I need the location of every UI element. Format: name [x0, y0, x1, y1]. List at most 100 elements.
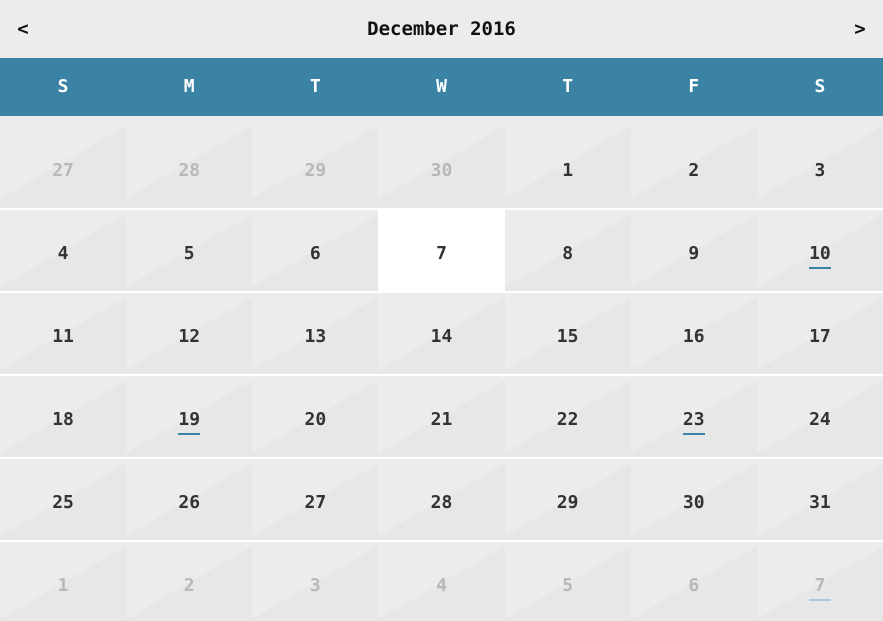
- day-number: 3: [309, 575, 321, 596]
- day-grid: 27 28 29 30 1 2 3 4 5 6 7 8 9 10 11 12 13 14 15 16 17 18 19 20 2…: [0, 116, 883, 621]
- day-cell[interactable]: 24: [756, 376, 883, 457]
- day-number: 8: [562, 243, 574, 264]
- week-row: 18 19 20 21 22 23 24: [0, 376, 883, 459]
- day-cell-today[interactable]: 7: [378, 210, 505, 291]
- day-number: 31: [809, 492, 831, 513]
- day-number: 25: [52, 492, 74, 513]
- day-cell[interactable]: 18: [0, 376, 127, 457]
- day-number: 19: [178, 409, 201, 430]
- day-number: 13: [304, 326, 327, 347]
- event-indicator: [682, 433, 705, 435]
- day-cell[interactable]: 3: [756, 116, 883, 208]
- day-number: 1: [57, 575, 69, 596]
- day-cell-other-month[interactable]: 7: [756, 542, 883, 621]
- day-number: 2: [688, 160, 700, 181]
- day-number: 4: [57, 243, 69, 264]
- day-cell[interactable]: 20: [252, 376, 379, 457]
- day-cell[interactable]: 14: [378, 293, 505, 374]
- day-number: 28: [430, 492, 453, 513]
- day-cell-other-month[interactable]: 1: [0, 542, 127, 621]
- weekday-tuesday: T: [309, 76, 321, 97]
- day-cell-other-month[interactable]: 30: [378, 116, 505, 208]
- day-cell-other-month[interactable]: 2: [126, 542, 253, 621]
- day-cell[interactable]: 15: [504, 293, 631, 374]
- day-cell[interactable]: 13: [252, 293, 379, 374]
- day-number: 1: [562, 160, 574, 181]
- day-number: 21: [430, 409, 453, 430]
- weekday-header-row: S M T W T F S: [0, 58, 883, 116]
- day-cell-other-month[interactable]: 29: [252, 116, 379, 208]
- event-indicator: [808, 599, 831, 601]
- day-cell[interactable]: 25: [0, 459, 127, 540]
- day-cell[interactable]: 11: [0, 293, 127, 374]
- day-cell[interactable]: 19: [126, 376, 253, 457]
- day-number: 20: [304, 409, 327, 430]
- day-number: 11: [52, 326, 74, 347]
- day-cell[interactable]: 4: [0, 210, 127, 291]
- day-cell[interactable]: 17: [756, 293, 883, 374]
- day-number: 12: [178, 326, 201, 347]
- day-cell[interactable]: 27: [252, 459, 379, 540]
- day-cell[interactable]: 22: [504, 376, 631, 457]
- weekday-wednesday: W: [436, 76, 447, 97]
- day-number: 9: [688, 243, 700, 264]
- weekday-sunday: S: [57, 76, 69, 97]
- day-cell[interactable]: 16: [630, 293, 757, 374]
- day-number: 14: [430, 326, 453, 347]
- day-number: 16: [682, 326, 705, 347]
- day-number: 26: [178, 492, 201, 513]
- month-title: December 2016: [367, 18, 516, 40]
- day-number: 23: [682, 409, 705, 430]
- day-cell[interactable]: 29: [504, 459, 631, 540]
- day-cell[interactable]: 2: [630, 116, 757, 208]
- day-number: 5: [562, 575, 574, 596]
- day-number: 28: [178, 160, 201, 181]
- weekday-saturday: S: [814, 76, 826, 97]
- day-cell[interactable]: 9: [630, 210, 757, 291]
- day-number: 17: [809, 326, 831, 347]
- calendar-header: < December 2016 >: [0, 0, 883, 58]
- day-number: 10: [809, 243, 831, 264]
- day-cell[interactable]: 10: [756, 210, 883, 291]
- day-number: 18: [52, 409, 74, 430]
- event-indicator: [808, 267, 831, 269]
- weekday-thursday: T: [562, 76, 574, 97]
- day-number: 30: [682, 492, 705, 513]
- day-number: 29: [304, 160, 327, 181]
- weekday-friday: F: [688, 76, 700, 97]
- previous-month-button[interactable]: <: [17, 18, 29, 40]
- weekday-monday: M: [183, 76, 195, 97]
- day-cell[interactable]: 30: [630, 459, 757, 540]
- next-month-button[interactable]: >: [854, 18, 866, 40]
- day-cell-other-month[interactable]: 27: [0, 116, 127, 208]
- week-row: 4 5 6 7 8 9 10: [0, 210, 883, 293]
- day-cell-other-month[interactable]: 6: [630, 542, 757, 621]
- day-cell[interactable]: 23: [630, 376, 757, 457]
- day-cell[interactable]: 12: [126, 293, 253, 374]
- day-number: 6: [688, 575, 700, 596]
- day-number: 2: [183, 575, 195, 596]
- event-indicator: [178, 433, 201, 435]
- day-number: 29: [556, 492, 579, 513]
- day-cell-other-month[interactable]: 28: [126, 116, 253, 208]
- day-number: 4: [436, 575, 447, 596]
- day-cell[interactable]: 26: [126, 459, 253, 540]
- day-cell[interactable]: 6: [252, 210, 379, 291]
- week-row: 11 12 13 14 15 16 17: [0, 293, 883, 376]
- day-cell[interactable]: 8: [504, 210, 631, 291]
- day-number: 15: [556, 326, 579, 347]
- day-cell[interactable]: 31: [756, 459, 883, 540]
- day-cell-other-month[interactable]: 3: [252, 542, 379, 621]
- day-cell[interactable]: 5: [126, 210, 253, 291]
- day-cell-other-month[interactable]: 5: [504, 542, 631, 621]
- day-number: 5: [183, 243, 195, 264]
- day-number: 27: [52, 160, 74, 181]
- day-number: 30: [430, 160, 453, 181]
- day-cell[interactable]: 1: [504, 116, 631, 208]
- day-cell-other-month[interactable]: 4: [378, 542, 505, 621]
- day-number: 3: [814, 160, 826, 181]
- day-number: 22: [556, 409, 579, 430]
- day-cell[interactable]: 21: [378, 376, 505, 457]
- week-row: 25 26 27 28 29 30 31: [0, 459, 883, 542]
- day-cell[interactable]: 28: [378, 459, 505, 540]
